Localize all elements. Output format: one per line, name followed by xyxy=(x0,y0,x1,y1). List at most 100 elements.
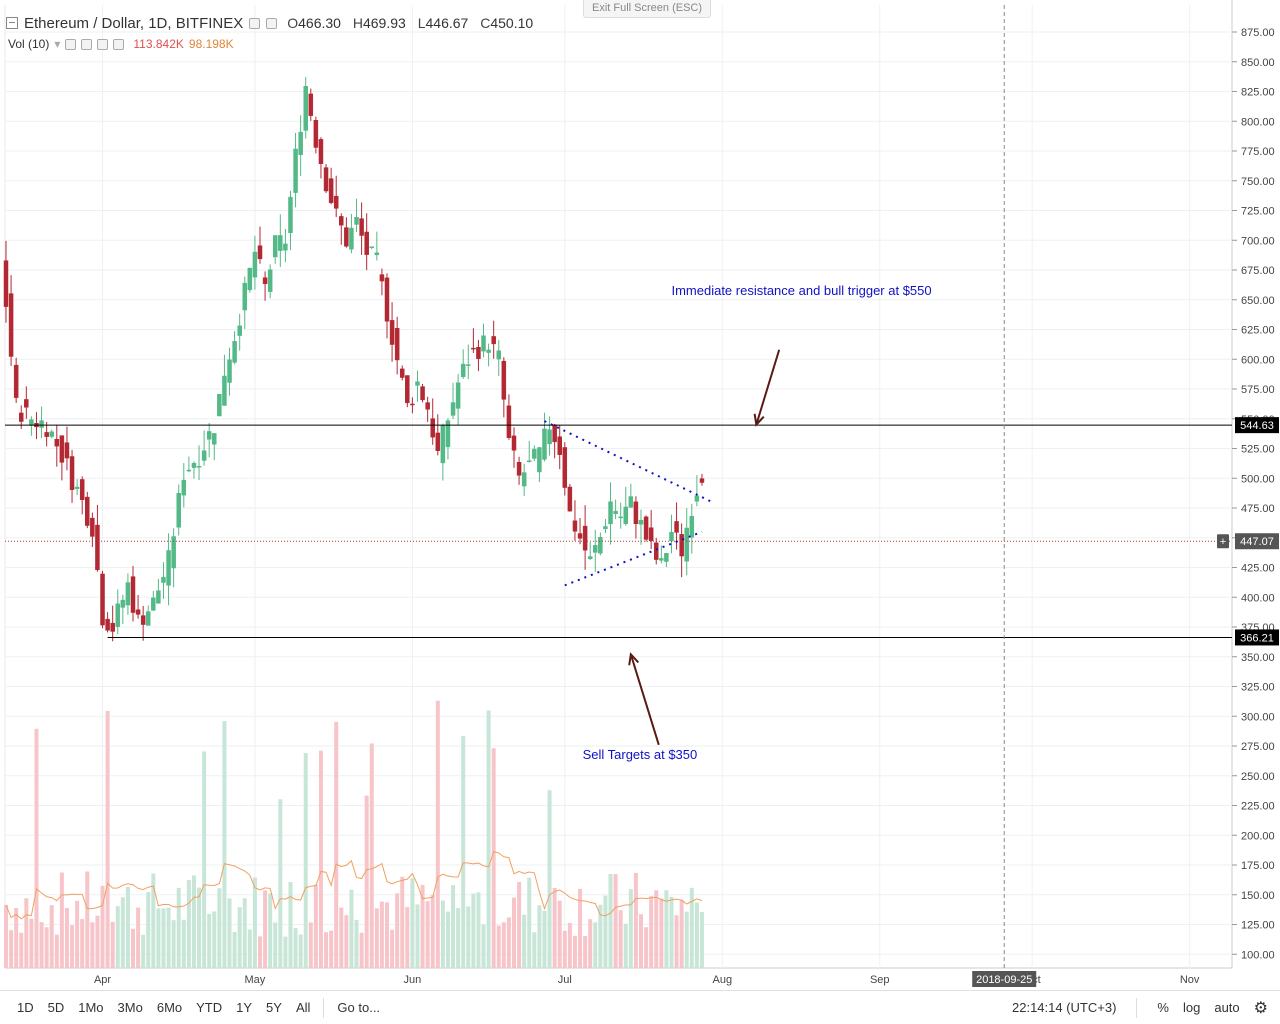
volume-bar xyxy=(70,925,75,968)
volume-bar xyxy=(293,928,298,968)
volume-bar xyxy=(623,923,628,968)
range-1mo[interactable]: 1Mo xyxy=(78,1000,104,1015)
symbol-title: Ethereum / Dollar, 1D, BITFINEX xyxy=(24,14,244,32)
volume-ma-value: 98.198K xyxy=(188,37,234,51)
candle-body xyxy=(608,501,613,525)
range-all[interactable]: All xyxy=(295,1000,311,1015)
volume-bar xyxy=(491,748,496,968)
volume-bar xyxy=(476,892,481,968)
volume-bar xyxy=(176,887,181,968)
candle-body xyxy=(333,195,339,209)
volume-bar xyxy=(425,901,430,968)
range-5d[interactable]: 5D xyxy=(47,1000,65,1015)
volume-bar xyxy=(344,915,349,968)
volume-bar xyxy=(329,930,334,968)
candle-body xyxy=(222,375,227,406)
volume-bar xyxy=(100,885,105,968)
candle-body xyxy=(369,246,375,248)
gear-icon[interactable]: ⚙ xyxy=(1253,999,1268,1017)
price-tick-label: 400.00 xyxy=(1241,592,1275,604)
eye-icon[interactable] xyxy=(65,38,77,50)
current-price-label: 447.07 xyxy=(1240,536,1274,548)
candle-body xyxy=(252,251,258,278)
candle-body xyxy=(18,412,24,422)
settings-icon[interactable] xyxy=(81,38,93,50)
volume-bar xyxy=(481,924,486,968)
candle-body xyxy=(420,386,425,401)
price-tick-label: 275.00 xyxy=(1241,741,1275,753)
range-5y[interactable]: 5Y xyxy=(266,1000,282,1015)
candle-body xyxy=(151,597,156,611)
candle-body xyxy=(308,93,314,116)
candle-body xyxy=(562,447,568,488)
candle-body xyxy=(450,402,456,416)
auto-toggle[interactable]: auto xyxy=(1214,1000,1240,1015)
chevron-down-icon[interactable]: ▾ xyxy=(54,37,61,51)
volume-bar xyxy=(237,907,242,968)
range-1d[interactable]: 1D xyxy=(17,1000,34,1015)
candle-body xyxy=(90,517,95,537)
candle-body xyxy=(648,527,654,542)
hide-icon[interactable] xyxy=(266,17,278,29)
collapse-icon[interactable] xyxy=(6,17,18,29)
candle-body xyxy=(633,501,639,525)
sell-target-arrow xyxy=(629,654,660,746)
volume-bar xyxy=(90,922,95,968)
close-icon[interactable] xyxy=(113,38,125,50)
log-toggle[interactable]: log xyxy=(1182,1000,1201,1015)
goto-button[interactable]: Go to... xyxy=(337,1000,381,1015)
price-tick-label: 825.00 xyxy=(1241,87,1275,99)
volume-bar xyxy=(217,888,222,968)
volume-bar xyxy=(456,908,461,968)
candle-body xyxy=(171,536,176,569)
volume-bar xyxy=(567,922,572,968)
volume-bar xyxy=(110,921,115,968)
volume-value: 113.842K xyxy=(133,37,184,51)
range-1y[interactable]: 1Y xyxy=(236,1000,253,1015)
volume-bar xyxy=(359,932,364,968)
time-tick-label: Nov xyxy=(1180,974,1200,986)
settings-icon[interactable] xyxy=(249,17,261,29)
volume-bar xyxy=(181,919,186,968)
volume-bar xyxy=(461,736,466,968)
candle-body xyxy=(455,382,461,409)
candle-body xyxy=(283,243,288,251)
volume-label: Vol (10) xyxy=(8,37,50,51)
candle-body xyxy=(394,328,400,361)
candle-body xyxy=(100,573,105,626)
volume-bar xyxy=(9,930,14,968)
volume-ma-line xyxy=(5,851,703,920)
candle-body xyxy=(293,148,298,193)
range-ytd[interactable]: YTD xyxy=(196,1000,223,1015)
volume-bar xyxy=(633,872,638,968)
candle-body xyxy=(74,486,80,489)
level-badge xyxy=(1235,417,1279,434)
current-price-badge xyxy=(1235,533,1279,550)
candle-body xyxy=(537,447,542,473)
exit-fullscreen-button[interactable]: Exit Full Screen (ESC) xyxy=(583,0,712,18)
candle-body xyxy=(267,269,273,292)
volume-series xyxy=(4,700,704,968)
range-6mo[interactable]: 6Mo xyxy=(156,1000,183,1015)
volume-bar xyxy=(644,927,649,968)
candle-body xyxy=(125,582,131,606)
candle-body xyxy=(29,419,34,426)
volume-bar xyxy=(659,898,664,968)
candle-body xyxy=(557,436,562,455)
volume-bar xyxy=(669,896,674,968)
candle-body xyxy=(476,346,481,359)
volume-bar xyxy=(339,907,344,968)
percent-toggle[interactable]: % xyxy=(1157,1000,1169,1015)
volume-bar xyxy=(654,890,659,968)
volume-bar xyxy=(679,899,684,968)
plus-icon[interactable] xyxy=(97,38,109,50)
candle-body xyxy=(217,393,222,417)
volume-bar xyxy=(354,919,359,968)
candle-body xyxy=(49,431,54,437)
volume-bar xyxy=(258,936,262,968)
volume-bar xyxy=(39,922,44,968)
range-3mo[interactable]: 3Mo xyxy=(117,1000,143,1015)
price-tick-label: 475.00 xyxy=(1241,503,1275,515)
